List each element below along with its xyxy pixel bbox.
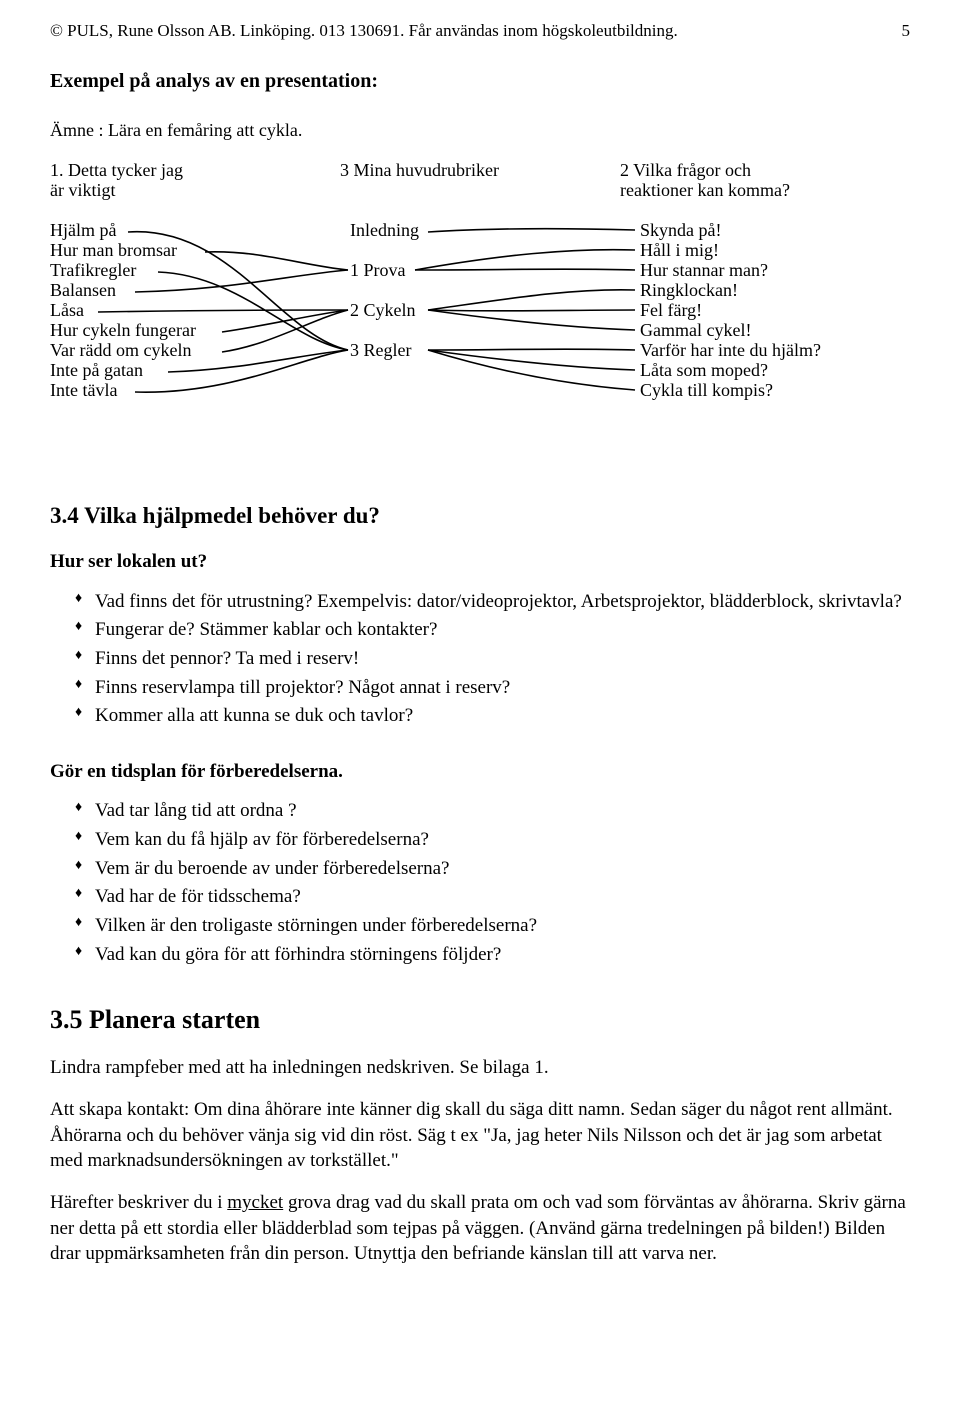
list-item: Vad tar lång tid att ordna ? (75, 798, 910, 824)
col2-item-0: Inledning (350, 220, 419, 242)
list-item: Vad kan du göra för att förhindra störni… (75, 942, 910, 968)
example-title: Exempel på analys av en presentation: (50, 68, 910, 95)
section-3-5-title: 3.5 Planera starten (50, 1002, 910, 1037)
col1-header: 1. Detta tycker jag (50, 160, 183, 182)
copyright-text: © PULS, Rune Olsson AB. Linköping. 013 1… (50, 20, 678, 43)
p3-pre: Härefter beskriver du i (50, 1192, 227, 1213)
page-header: © PULS, Rune Olsson AB. Linköping. 013 1… (50, 20, 910, 43)
col3-item-1: Håll i mig! (640, 240, 719, 262)
col1-item-1: Hur man bromsar (50, 240, 177, 262)
list-item: Kommer alla att kunna se duk och tavlor? (75, 703, 910, 729)
col3-item-7: Låta som moped? (640, 360, 768, 382)
col3-item-3: Ringklockan! (640, 280, 738, 302)
list-item: Finns det pennor? Ta med i reserv! (75, 646, 910, 672)
section-3-4-title: 3.4 Vilka hjälpmedel behöver du? (50, 500, 910, 531)
list-item: Vad finns det för utrustning? Exempelvis… (75, 589, 910, 615)
col2-header: 3 Mina huvudrubriker (340, 160, 499, 182)
diagram-subject: Ämne : Lära en femåring att cykla. (50, 120, 302, 142)
list-item: Vem kan du få hjälp av för förberedelser… (75, 827, 910, 853)
tidsplan-title: Gör en tidsplan för förberedelserna. (50, 759, 910, 785)
col1-item-0: Hjälm på (50, 220, 116, 242)
col3-item-8: Cykla till kompis? (640, 380, 773, 402)
section-3-4-bullets: Vad finns det för utrustning? Exempelvis… (75, 589, 910, 729)
col1-item-2: Trafikregler (50, 260, 136, 282)
col2-item-3: 3 Regler (350, 340, 411, 362)
col1-item-7: Inte på gatan (50, 360, 143, 382)
col3-item-0: Skynda på! (640, 220, 721, 242)
col3-item-2: Hur stannar man? (640, 260, 768, 282)
section-3-5-p1: Lindra rampfeber med att ha inledningen … (50, 1055, 910, 1081)
tidsplan-bullets: Vad tar lång tid att ordna ? Vem kan du f… (75, 798, 910, 967)
col3-item-5: Gammal cykel! (640, 320, 751, 342)
col1-item-5: Hur cykeln fungerar (50, 320, 196, 342)
col3-header2: reaktioner kan komma? (620, 180, 790, 202)
col3-header: 2 Vilka frågor och (620, 160, 751, 182)
analysis-diagram: Ämne : Lära en femåring att cykla. 1. Det… (50, 120, 910, 470)
col2-item-1: 1 Prova (350, 260, 406, 282)
list-item: Vad har de för tidsschema? (75, 884, 910, 910)
col1-item-4: Låsa (50, 300, 84, 322)
section-3-5-p2: Att skapa kontakt: Om dina åhörare inte … (50, 1097, 910, 1174)
col2-item-2: 2 Cykeln (350, 300, 416, 322)
list-item: Finns reservlampa till projektor? Något … (75, 675, 910, 701)
col1-item-6: Var rädd om cykeln (50, 340, 191, 362)
col1-item-8: Inte tävla (50, 380, 117, 402)
page-number: 5 (902, 20, 911, 43)
p3-underline: mycket (227, 1192, 283, 1213)
section-3-4-subheading: Hur ser lokalen ut? (50, 549, 910, 575)
col3-item-6: Varför har inte du hjälm? (640, 340, 821, 362)
list-item: Fungerar de? Stämmer kablar och kontakte… (75, 617, 910, 643)
section-3-5-p3: Härefter beskriver du i mycket grova dra… (50, 1190, 910, 1267)
col1-header2: är viktigt (50, 180, 116, 202)
list-item: Vem är du beroende av under förberedelse… (75, 856, 910, 882)
list-item: Vilken är den troligaste störningen unde… (75, 913, 910, 939)
col1-item-3: Balansen (50, 280, 116, 302)
col3-item-4: Fel färg! (640, 300, 702, 322)
